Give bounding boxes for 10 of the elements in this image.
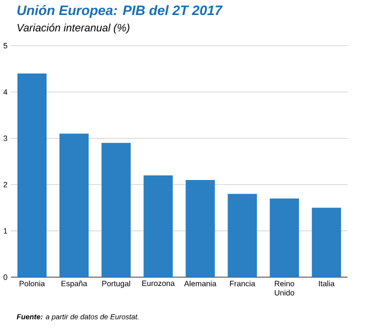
bar [228,194,257,278]
bar [17,74,47,278]
bar [186,180,215,278]
bar [312,208,342,278]
chart-subtitle: Variación interanual (%) [18,24,130,34]
bar [144,175,173,278]
chart-title: Unión Europea: PIB del 2T 2017 [17,5,223,18]
bar [270,198,299,278]
bar [59,134,89,278]
bar [102,143,131,278]
